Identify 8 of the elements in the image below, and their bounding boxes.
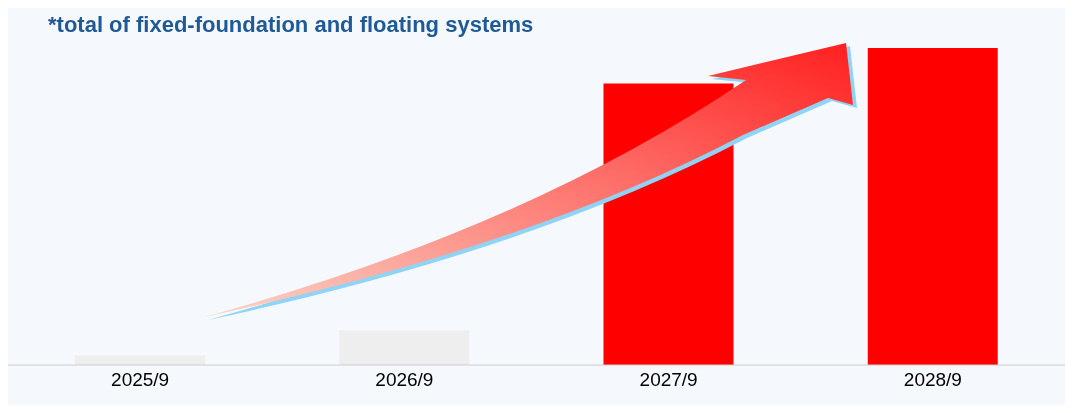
x-tick-label: 2027/9: [639, 369, 698, 391]
text: *total of fixed-foundation and floating systems: [48, 12, 534, 38]
bar: [339, 330, 470, 365]
x-tick-label: 2026/9: [375, 369, 434, 391]
bar: [75, 355, 205, 365]
bar: [867, 48, 998, 365]
x-tick-label: 2025/9: [111, 369, 170, 391]
x-tick-label: 2028/9: [903, 369, 962, 391]
